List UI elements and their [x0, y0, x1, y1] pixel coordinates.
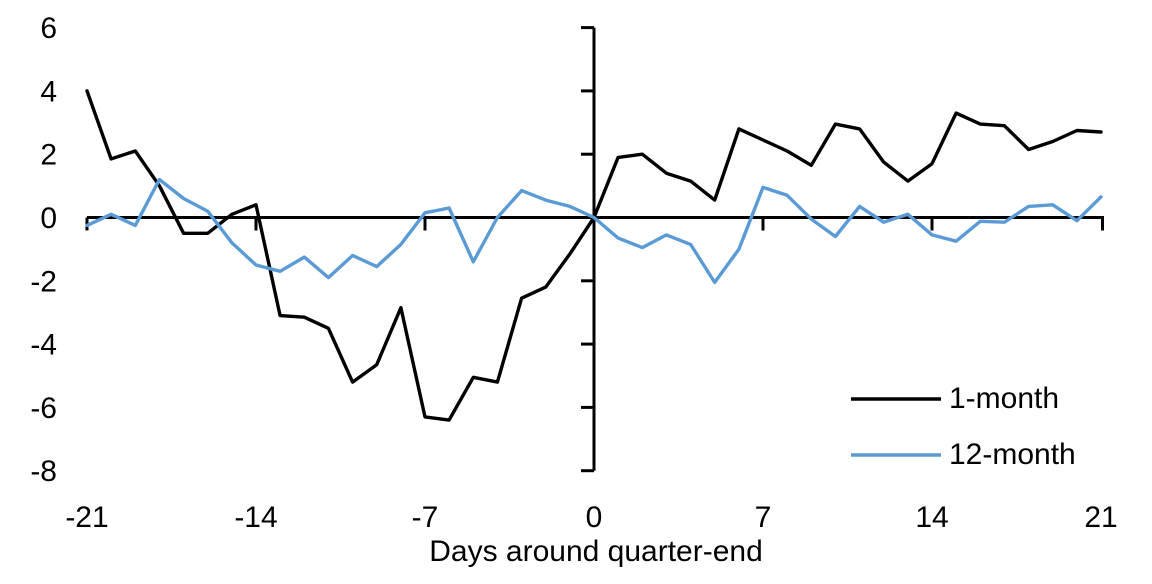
- x-tick-label: -21: [65, 501, 108, 534]
- legend-label-12-month: 12-month: [949, 438, 1076, 471]
- y-tick-label: 2: [40, 139, 57, 172]
- legend-item-1-month: 1-month: [850, 383, 1076, 415]
- legend-line-swatch-black: [851, 397, 941, 401]
- legend-item-12-month: 12-month: [850, 439, 1076, 471]
- x-tick-label: 14: [915, 501, 948, 534]
- y-tick-label: -4: [30, 329, 57, 362]
- y-tick-label: -8: [30, 455, 57, 488]
- x-tick-label: 0: [586, 501, 603, 534]
- x-axis-title: Days around quarter-end: [429, 535, 763, 568]
- legend-line-swatch-blue: [851, 453, 941, 457]
- legend-label-1-month: 1-month: [949, 382, 1060, 415]
- x-tick-label: -14: [234, 501, 277, 534]
- y-tick-label: -6: [30, 392, 57, 425]
- y-tick-label: -2: [30, 265, 57, 298]
- series-line-12-month: [85, 177, 1103, 285]
- x-tick-label: 7: [755, 501, 772, 534]
- y-tick-label: 0: [40, 202, 57, 235]
- x-tick-label: -7: [412, 501, 439, 534]
- y-tick-label: 4: [40, 75, 57, 108]
- legend: 1-month 12-month: [850, 383, 1076, 495]
- y-tick-label: 6: [40, 12, 57, 45]
- x-tick-label: 21: [1084, 501, 1117, 534]
